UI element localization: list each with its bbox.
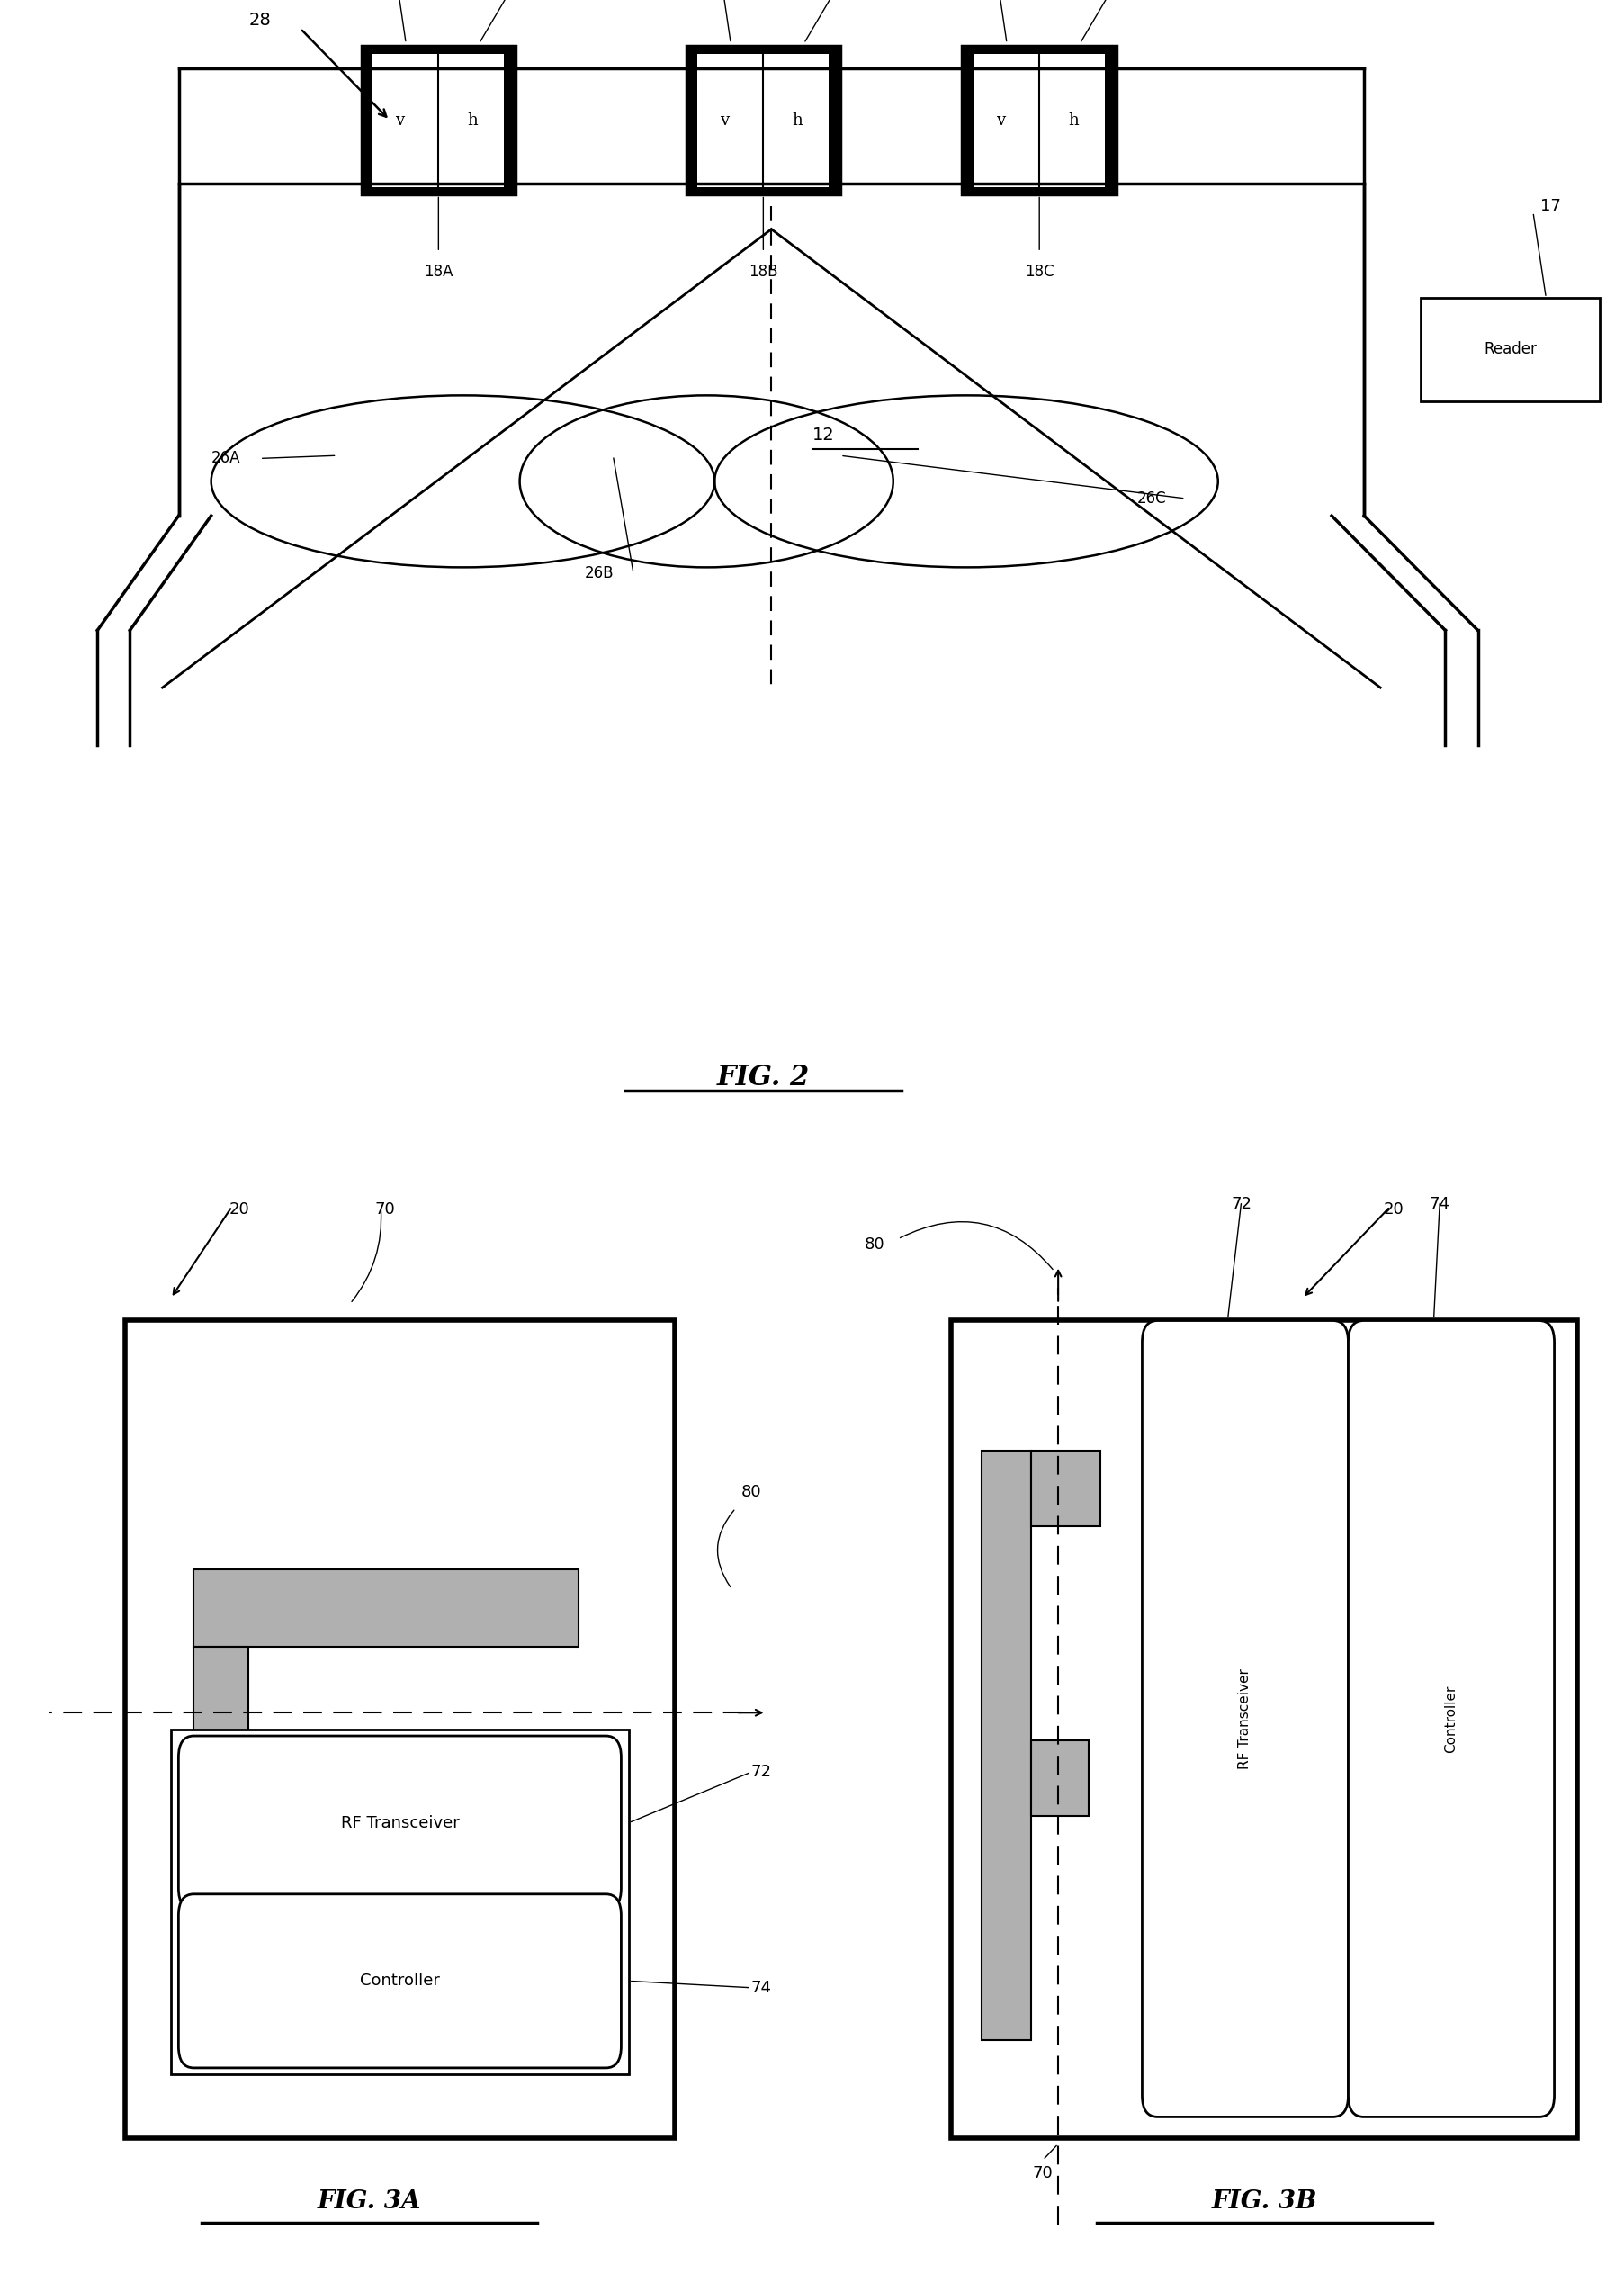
Text: 17: 17 bbox=[1541, 197, 1561, 215]
Bar bbox=[974, 53, 1106, 188]
Text: 18B: 18B bbox=[749, 264, 778, 280]
Bar bbox=[1421, 298, 1600, 401]
Text: 74: 74 bbox=[1429, 1196, 1450, 1212]
Text: 26C: 26C bbox=[1137, 490, 1166, 507]
Text: RF Transceiver: RF Transceiver bbox=[341, 1815, 460, 1831]
Text: 72: 72 bbox=[750, 1765, 771, 1781]
Bar bbox=[362, 46, 516, 195]
Text: 20: 20 bbox=[229, 1201, 250, 1217]
Bar bbox=[963, 46, 1117, 195]
Bar bbox=[171, 1730, 628, 2074]
Bar bbox=[193, 1648, 248, 1827]
Text: 80: 80 bbox=[866, 1235, 885, 1251]
Text: Controller: Controller bbox=[1444, 1685, 1458, 1753]
Bar bbox=[374, 53, 505, 188]
Text: 12: 12 bbox=[812, 426, 835, 445]
Bar bbox=[1031, 1451, 1099, 1526]
Text: 70: 70 bbox=[1033, 2166, 1054, 2182]
Bar bbox=[685, 46, 841, 195]
FancyBboxPatch shape bbox=[179, 1893, 622, 2067]
FancyBboxPatch shape bbox=[1142, 1320, 1348, 2118]
Text: Reader: Reader bbox=[1484, 342, 1536, 358]
Text: FIG. 2: FIG. 2 bbox=[716, 1063, 810, 1091]
FancyBboxPatch shape bbox=[179, 1735, 622, 1909]
Bar bbox=[362, 46, 516, 195]
Bar bbox=[193, 1753, 495, 1827]
Bar bbox=[193, 1570, 578, 1648]
Bar bbox=[442, 1827, 495, 1893]
Text: 28: 28 bbox=[248, 11, 271, 28]
Text: 80: 80 bbox=[741, 1483, 762, 1501]
Text: v: v bbox=[395, 112, 404, 128]
Text: 18C: 18C bbox=[1025, 264, 1054, 280]
Text: 70: 70 bbox=[374, 1201, 395, 1217]
Text: 26B: 26B bbox=[585, 564, 614, 582]
Text: h: h bbox=[1069, 112, 1078, 128]
Text: h: h bbox=[468, 112, 477, 128]
Text: h: h bbox=[793, 112, 802, 128]
Bar bbox=[125, 1320, 674, 2138]
Text: 72: 72 bbox=[1231, 1196, 1252, 1212]
Bar bbox=[685, 46, 841, 195]
Text: 20: 20 bbox=[1384, 1201, 1405, 1217]
Text: FIG. 3B: FIG. 3B bbox=[1212, 2189, 1317, 2214]
Text: RF Transceiver: RF Transceiver bbox=[1239, 1669, 1252, 1769]
Text: v: v bbox=[996, 112, 1005, 128]
Bar bbox=[1031, 1742, 1088, 1815]
Text: 74: 74 bbox=[750, 1980, 771, 1996]
Text: FIG. 3A: FIG. 3A bbox=[317, 2189, 421, 2214]
Text: v: v bbox=[719, 112, 729, 128]
Bar bbox=[983, 1451, 1031, 2040]
Bar bbox=[698, 53, 828, 188]
Text: Controller: Controller bbox=[361, 1973, 440, 1989]
Bar bbox=[952, 1320, 1577, 2138]
Text: 18A: 18A bbox=[424, 264, 453, 280]
FancyBboxPatch shape bbox=[1348, 1320, 1554, 2118]
Bar bbox=[963, 46, 1117, 195]
Text: 26A: 26A bbox=[211, 449, 240, 468]
